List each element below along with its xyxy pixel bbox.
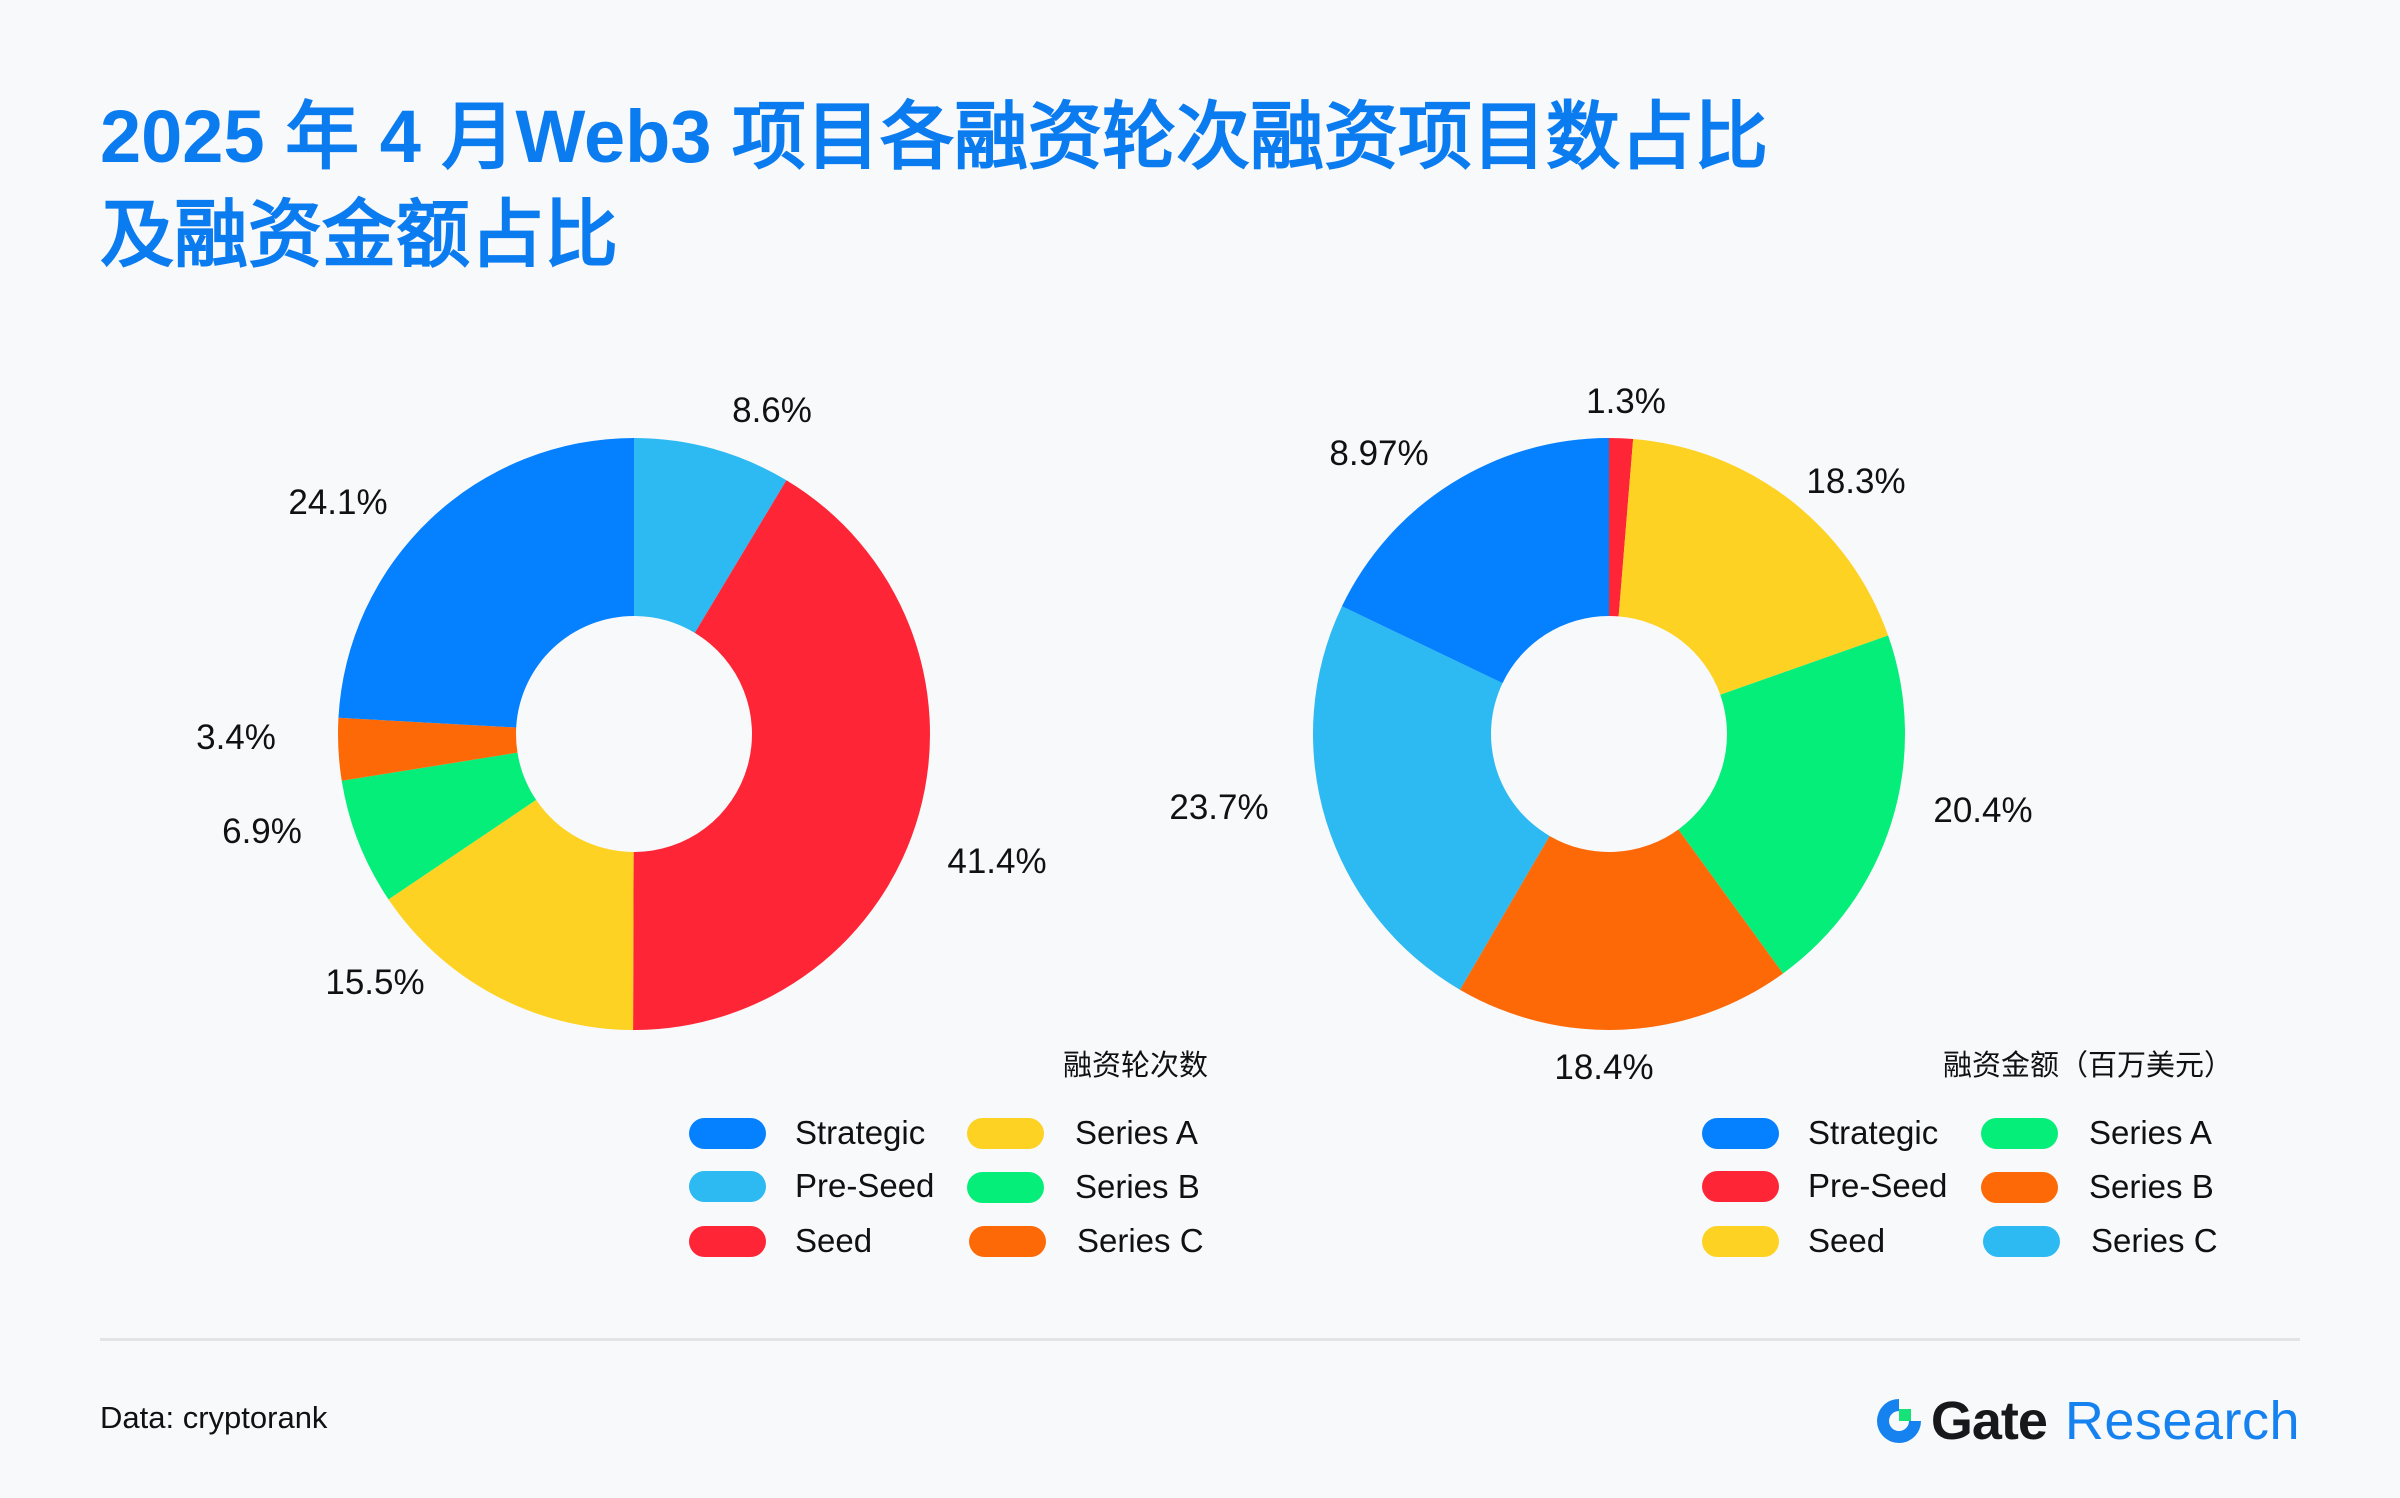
label-left-series-b: 6.9% [222, 812, 302, 851]
legend-label: Series C [2091, 1222, 2218, 1259]
legend-label: Pre-Seed [795, 1167, 935, 1204]
legend-label: Pre-Seed [1808, 1167, 1948, 1204]
brand-research: Research [2064, 1391, 2300, 1451]
legend-swatch [1702, 1117, 1779, 1149]
label-left-series-c: 3.4% [196, 718, 276, 757]
slice-series-a [388, 799, 634, 1030]
title-line-2: 及融资金额占比 [100, 193, 618, 276]
legend-item-seed[interactable]: Seed [689, 1221, 872, 1261]
legend-label: Strategic [795, 1114, 926, 1151]
legend-item-strategic[interactable]: Strategic [1702, 1113, 1938, 1153]
legend-label: Strategic [1808, 1114, 1939, 1151]
legend-swatch [689, 1225, 766, 1257]
legend-item-pre-seed[interactable]: Pre-Seed [1702, 1166, 1947, 1206]
legend-label: Series C [1077, 1222, 1204, 1259]
data-source: Data: cryptorank [100, 1400, 328, 1435]
page-title: 2025 年 4 月Web3 项目各融资轮次融资项目数占比 及融资金额占比 [100, 88, 1768, 284]
label-right-pre-seed: 1.3% [1586, 382, 1666, 421]
legend-label: Series B [2089, 1168, 2214, 1205]
legend-swatch [1981, 1117, 2058, 1149]
slice-strategic [1341, 438, 1609, 684]
legend-item-series-a[interactable]: Series A [967, 1113, 1198, 1153]
legend-swatch [967, 1171, 1044, 1203]
slice-strategic [338, 438, 634, 728]
title-line-1: 2025 年 4 月Web3 项目各融资轮次融资项目数占比 [100, 95, 1769, 178]
legend-swatch [969, 1225, 1046, 1257]
legend-swatch [1702, 1170, 1779, 1202]
donut-chart-funding-rounds [338, 438, 931, 1030]
slice-series-b [1459, 829, 1783, 1030]
gate-logo-icon [1876, 1399, 1921, 1443]
legend-label: Series B [1075, 1168, 1200, 1205]
legend-item-series-c[interactable]: Series C [969, 1221, 1204, 1261]
slice-seed [633, 480, 931, 1030]
legend-title-left: 融资轮次数 [1062, 1050, 1208, 1082]
legend-item-series-c[interactable]: Series C [1983, 1221, 2218, 1261]
slice-seed [1618, 438, 1889, 695]
legend-item-series-b[interactable]: Series B [1981, 1167, 2214, 1207]
legend-label: Seed [1808, 1222, 1886, 1259]
legend-swatch [1981, 1171, 2058, 1203]
legend-item-pre-seed[interactable]: Pre-Seed [689, 1166, 934, 1206]
slice-series-c [338, 717, 518, 781]
slice-pre-seed [1609, 438, 1634, 617]
label-right-series-b: 18.4% [1554, 1048, 1654, 1087]
legend-item-series-a[interactable]: Series A [1981, 1113, 2212, 1153]
donut-chart-funding-amount [1313, 438, 1905, 1030]
legend-item-series-b[interactable]: Series B [967, 1167, 1200, 1207]
label-right-seed: 18.3% [1806, 462, 1906, 501]
legend-label: Series A [1075, 1114, 1198, 1151]
label-right-series-c: 23.7% [1169, 788, 1269, 827]
legend-item-strategic[interactable]: Strategic [689, 1113, 925, 1153]
legend-swatch [1983, 1225, 2060, 1257]
label-left-strategic: 24.1% [288, 483, 388, 522]
label-right-strategic: 8.97% [1329, 434, 1429, 473]
brand-gate: Gate [1930, 1391, 2048, 1451]
legend-label: Series A [2089, 1114, 2212, 1151]
slice-series-b [341, 752, 537, 900]
slice-pre-seed [634, 438, 787, 633]
legend-swatch [689, 1117, 766, 1149]
legend-swatch [1702, 1225, 1779, 1257]
gate-research-logo: Gate Research [1873, 1388, 2300, 1454]
footer-divider [100, 1338, 2300, 1341]
legend-swatch [689, 1170, 766, 1202]
label-right-series-a: 20.4% [1933, 791, 2033, 830]
legend-item-seed[interactable]: Seed [1702, 1221, 1885, 1261]
legend-label: Seed [795, 1222, 873, 1259]
slice-series-c [1313, 606, 1550, 990]
legend-swatch [967, 1117, 1044, 1149]
legend-title-right: 融资金额（百万美元） [1942, 1050, 2233, 1082]
label-left-pre-seed: 8.6% [732, 391, 812, 430]
label-left-seed: 41.4% [947, 842, 1047, 881]
slice-series-a [1678, 635, 1905, 974]
label-left-series-a: 15.5% [325, 963, 425, 1002]
